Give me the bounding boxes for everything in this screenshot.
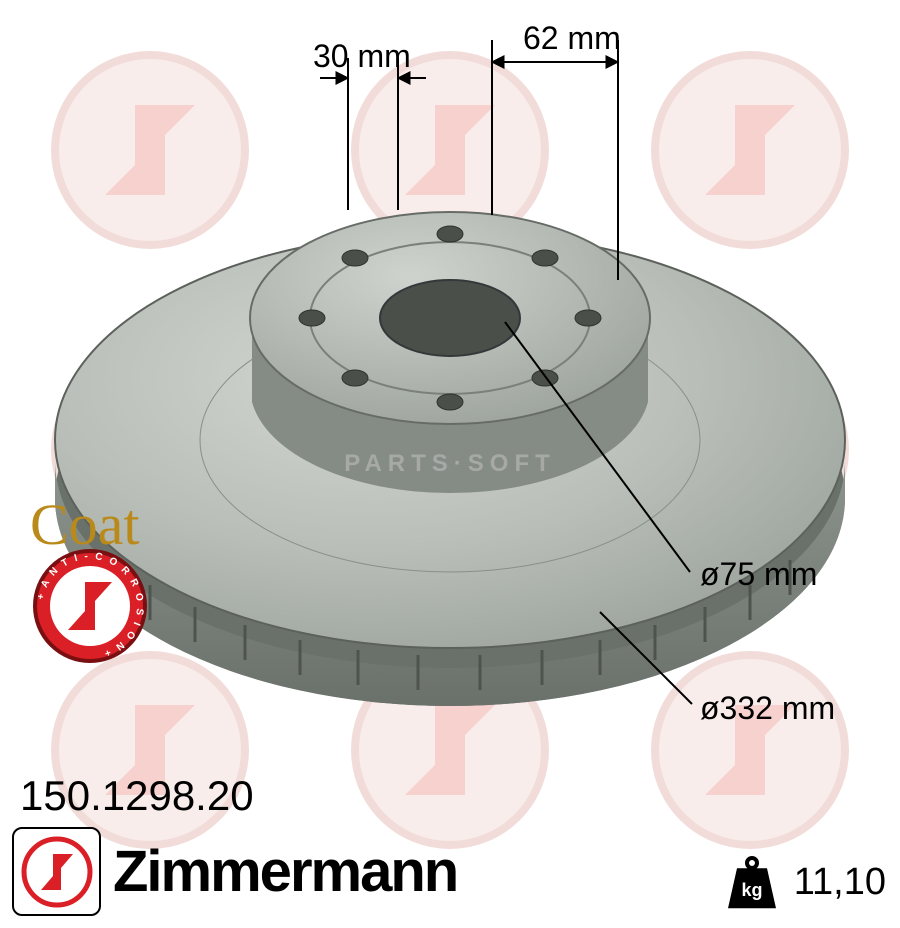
coat-script: Coat [30,505,150,546]
weight-unit: kg [741,880,762,900]
footer: 150.1298.20 Zimmermann kg 11,10 [0,798,900,928]
dim-bore: ø75 mm [700,556,817,593]
coat-z-badge: Coat + A N T I - C O R R O S I O N + [30,505,150,671]
weight-block: kg 11,10 [720,850,886,914]
dim-height: 62 mm [523,20,621,57]
part-number: 150.1298.20 [20,772,254,820]
weight-value: 11,10 [794,861,886,904]
brand-logo-icon [12,827,101,916]
dim-outer: ø332 mm [700,690,835,727]
dim-thickness: 30 mm [313,38,411,75]
brand-bar: Zimmermann [12,827,457,916]
watermark-text: PARTS·SOFT [344,450,556,478]
weight-icon: kg [720,850,784,914]
brand-name: Zimmermann [113,838,457,905]
coat-z-medal-icon: + A N T I - C O R R O S I O N + [30,546,150,666]
